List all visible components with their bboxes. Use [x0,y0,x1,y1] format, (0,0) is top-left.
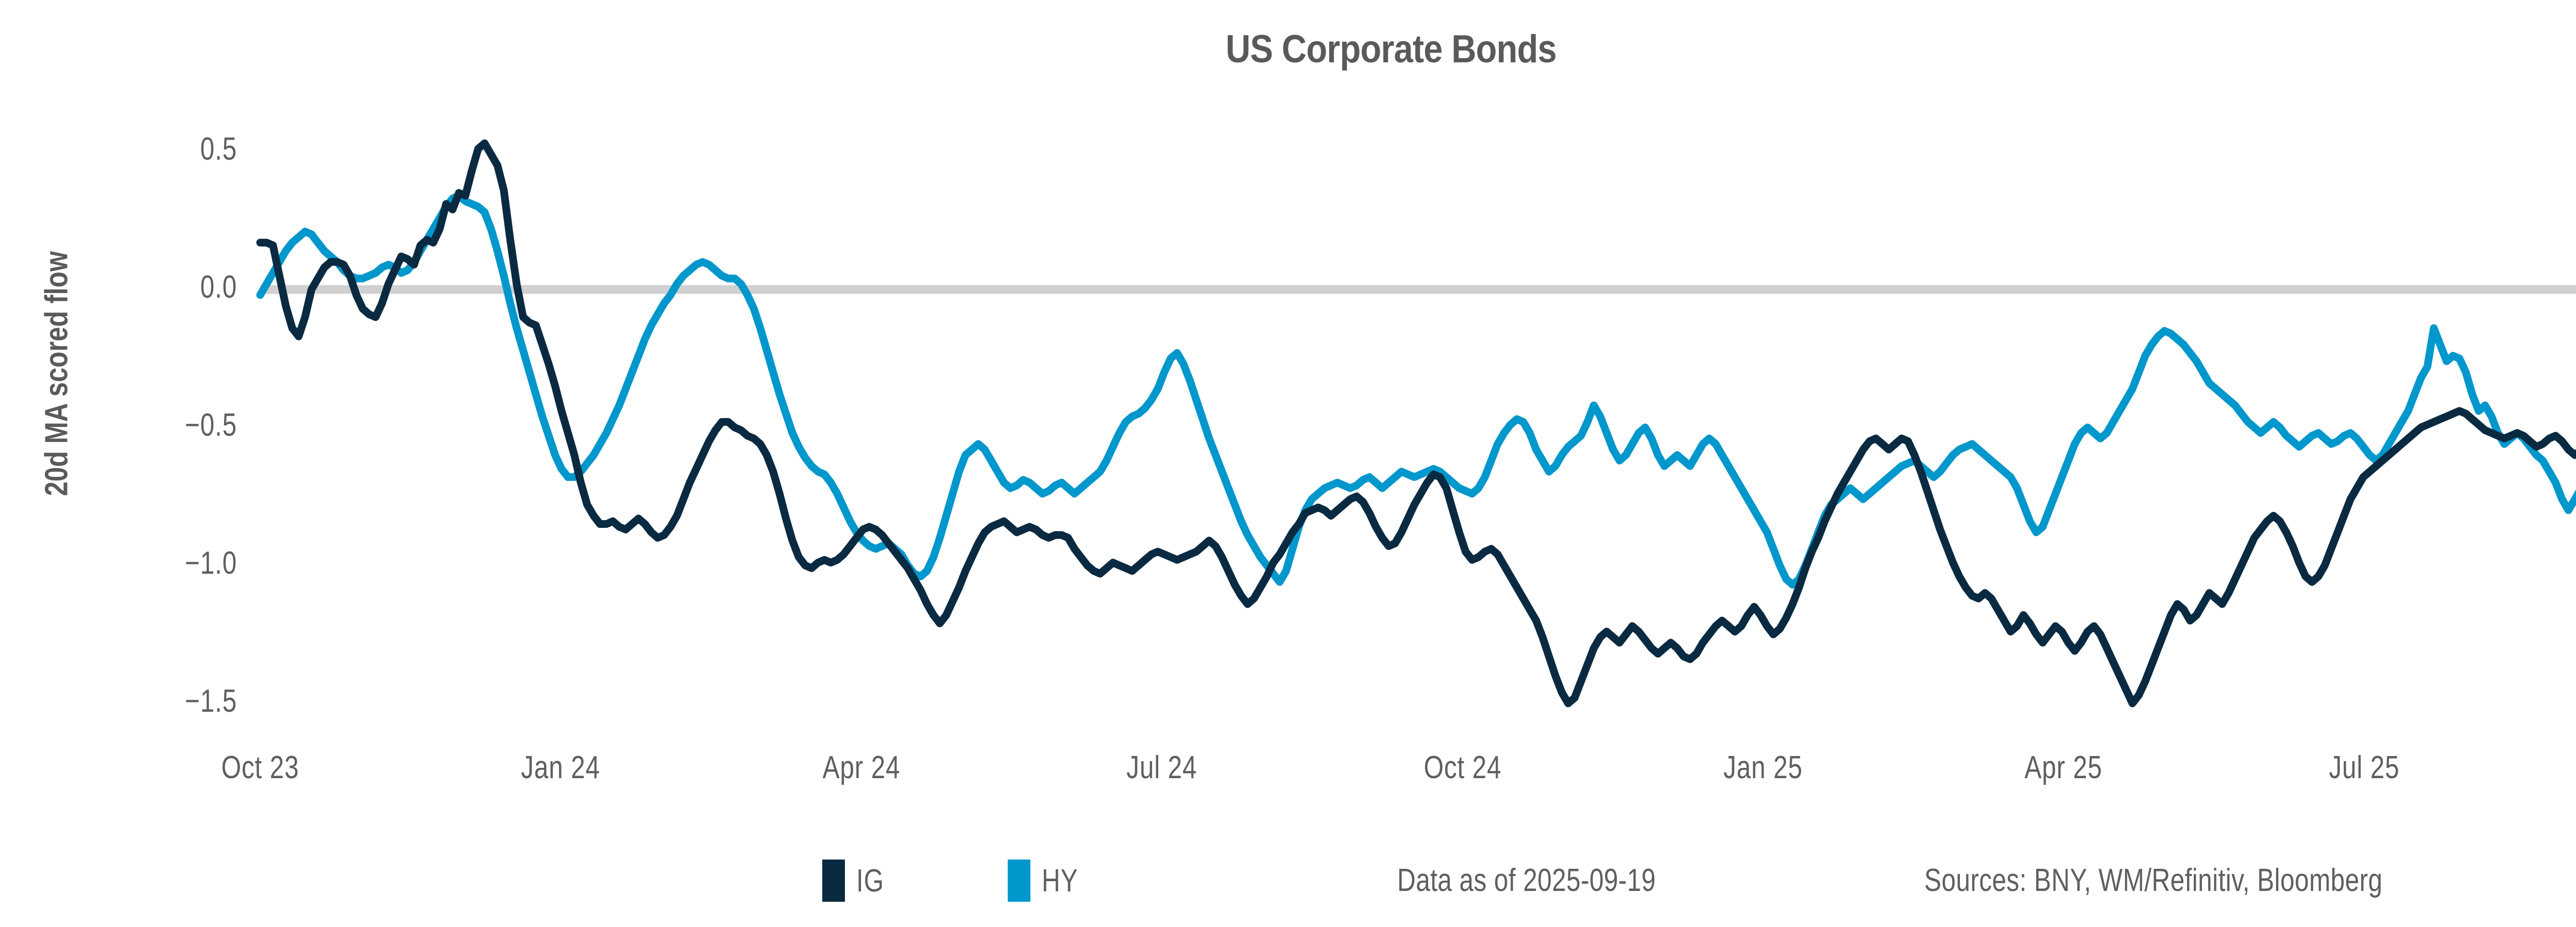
y-tick-label: 0.5 [200,131,237,167]
sources-note: Sources: BNY, WM/Refinitiv, Bloomberg [1924,863,2383,898]
series-line-ig [256,139,2576,708]
y-tick-label: −1.0 [184,545,237,581]
x-tick-label: Oct 23 [221,750,299,785]
x-tick-label: Oct 24 [1423,750,1501,785]
legend-swatch-hy [1008,860,1030,902]
legend-label-hy: HY [1042,863,1078,899]
x-tick-label: Jul 24 [1126,750,1197,785]
x-axis-tick-labels: Oct 23 Jan 24 Apr 24 Jul 24 Oct 24 Jan 25 Apr … [0,749,2576,806]
x-tick-label: Apr 24 [822,750,901,785]
legend-swatch-ig [822,860,845,902]
legend-item-ig[interactable]: IG [822,855,891,906]
y-tick-label: −0.5 [184,407,237,443]
x-tick-label: Jul 25 [2329,750,2400,785]
x-tick-label: Oct 25 [2570,749,2576,786]
y-axis-tick-labels: 0.5 0.0 −0.5 −1.0 −1.5 [72,0,237,927]
legend-label-ig: IG [856,863,884,899]
y-tick-label: −1.5 [184,683,237,719]
x-tick-label: Apr 25 [2024,750,2103,785]
page-title: US Corporate Bonds [1226,27,1557,71]
legend-item-hy[interactable]: HY [1008,855,1087,906]
x-tick-label: Jan 24 [521,750,601,785]
series-line-hy [256,192,2576,589]
y-tick-label: 0.0 [200,269,237,305]
data-as-of-note: Data as of 2025-09-19 [1397,863,1656,898]
chart-footer: IG HY Data as of 2025-09-19 Sources: BNY… [0,855,2576,922]
x-tick-label: Jan 25 [1723,750,1803,785]
